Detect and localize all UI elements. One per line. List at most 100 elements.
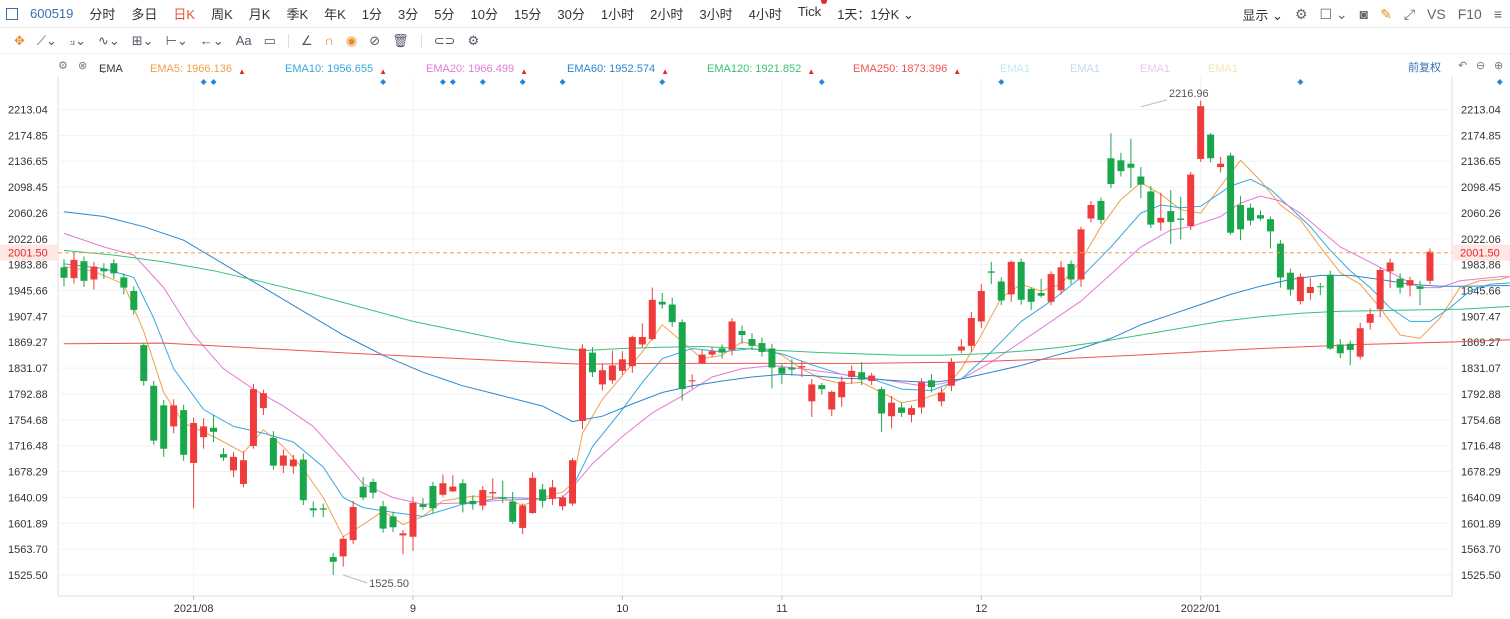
zoom-out-icon[interactable]: ⊖ xyxy=(1476,60,1486,72)
tab-16[interactable]: 4小时 xyxy=(748,7,782,22)
tab-10[interactable]: 10分 xyxy=(470,7,498,22)
candle-body xyxy=(838,381,846,398)
candle-body xyxy=(449,486,457,492)
f10-icon[interactable]: F10 xyxy=(1457,6,1482,22)
undo-icon[interactable]: ↶ xyxy=(1458,60,1468,72)
ema-legend-item[interactable]: EMA120: 1921.852 ▲ xyxy=(707,63,816,76)
magnet-icon[interactable]: ∩ xyxy=(324,33,334,48)
tab-15[interactable]: 3小时 xyxy=(699,7,733,22)
ema-ghost-item[interactable]: EMA1 xyxy=(1070,63,1100,75)
period-select[interactable]: 1天：1分K ⌄ xyxy=(837,7,914,22)
text-tool-icon[interactable]: Aa xyxy=(235,33,252,48)
square-icon[interactable]: ☐ ⌄ xyxy=(1319,5,1348,22)
candle-body xyxy=(977,290,985,322)
tab-4[interactable]: 月K xyxy=(248,7,271,22)
ema-ghost-item[interactable]: EMA1 xyxy=(1000,63,1030,75)
adjust-mode[interactable]: 前复权 xyxy=(1408,62,1441,74)
indicator-close-icon[interactable]: ⊗ xyxy=(78,60,88,72)
candle-body xyxy=(708,351,716,355)
candle xyxy=(1237,196,1245,241)
x-tick-label: 2021/08 xyxy=(174,603,214,615)
candle-body xyxy=(798,366,806,368)
link-icon[interactable]: ⊂⊃ xyxy=(433,32,456,48)
candle xyxy=(588,347,596,377)
tab-0[interactable]: 分时 xyxy=(89,7,116,22)
range-tool-icon[interactable]: ⊢⌄ xyxy=(165,32,188,48)
candle xyxy=(1157,192,1165,231)
line-tool-icon[interactable]: ⟋⌄ xyxy=(36,32,57,48)
tab-3[interactable]: 周K xyxy=(211,7,233,22)
ema-ghost-item[interactable]: EMA1 xyxy=(1208,63,1238,75)
hide-icon[interactable]: ⊘ xyxy=(369,32,381,48)
y-tick-label-left: 2098.45 xyxy=(8,182,48,194)
tab-5[interactable]: 季K xyxy=(286,7,309,22)
stock-code[interactable]: 600519 xyxy=(30,6,74,21)
candle-body xyxy=(1247,207,1255,221)
candle xyxy=(379,500,387,533)
fullscreen-icon[interactable]: ⤢ xyxy=(1403,5,1416,22)
candle xyxy=(898,402,906,417)
y-tick-label-left: 1792.88 xyxy=(8,389,48,401)
event-marker xyxy=(559,79,566,85)
ema-legend-item[interactable]: EMA60: 1952.574 ▲ xyxy=(567,63,669,76)
tab-13[interactable]: 1小时 xyxy=(600,7,635,22)
candle-body xyxy=(1047,274,1055,302)
eye-icon[interactable]: ◉ xyxy=(345,32,358,48)
event-marker xyxy=(479,79,486,85)
candle xyxy=(459,479,467,513)
toolbar-settings-icon[interactable]: ⚙ xyxy=(467,32,480,48)
crosshair-icon[interactable]: ✥ xyxy=(14,32,25,48)
ema-legend-item[interactable]: EMA10: 1956.655 ▲ xyxy=(285,63,387,76)
event-marker xyxy=(449,79,456,85)
y-tick-label-right: 2098.45 xyxy=(1461,182,1501,194)
tab-7[interactable]: 1分 xyxy=(361,7,383,22)
candle-body xyxy=(678,322,686,390)
candle-body xyxy=(90,266,98,280)
tab-14[interactable]: 2小时 xyxy=(650,7,684,22)
tab-11[interactable]: 15分 xyxy=(513,7,542,22)
layout-icon[interactable] xyxy=(6,7,18,20)
trash-icon[interactable]: 🗑 xyxy=(392,32,409,48)
ema-line-ema10 xyxy=(63,178,1510,517)
ema-legend-item[interactable]: EMA250: 1873.396 ▲ xyxy=(853,63,962,76)
polyline-tool-icon[interactable]: ⟓⌄ xyxy=(68,32,86,48)
tab-2[interactable]: 日K xyxy=(173,7,196,22)
tab-1[interactable]: 多日 xyxy=(131,7,158,22)
y-tick-label-right: 1831.07 xyxy=(1461,363,1501,375)
tab-6[interactable]: 年K xyxy=(324,7,346,22)
candle-body xyxy=(1137,176,1145,185)
tab-9[interactable]: 5分 xyxy=(434,7,455,22)
tab-17[interactable]: Tick xyxy=(790,0,829,23)
event-marker xyxy=(200,79,207,85)
y-tick-label-right: 2060.26 xyxy=(1461,208,1501,220)
pen-icon[interactable]: ✎ xyxy=(1380,5,1392,22)
candle-body xyxy=(1197,106,1205,159)
candle-body xyxy=(728,321,736,350)
comment-tool-icon[interactable]: ▭ xyxy=(263,32,276,48)
candle xyxy=(768,343,776,389)
camera-icon[interactable]: ◙ xyxy=(1359,6,1369,22)
tab-12[interactable]: 30分 xyxy=(557,7,585,22)
candle-body xyxy=(1037,293,1045,296)
ema-ghost-item[interactable]: EMA1 xyxy=(1140,63,1170,75)
menu-icon[interactable]: ≡ xyxy=(1493,6,1502,22)
ema-legend-item[interactable]: EMA5: 1966.136 ▲ xyxy=(150,63,246,76)
candle-body xyxy=(1187,174,1195,226)
candle xyxy=(399,529,407,555)
ema-legend-item[interactable]: EMA20: 1966.499 ▲ xyxy=(426,63,528,76)
vs-icon[interactable]: VS xyxy=(1427,6,1446,22)
settings-icon[interactable]: ⚙ xyxy=(1294,5,1308,22)
wave-tool-icon[interactable]: ∿⌄ xyxy=(97,32,120,48)
display-menu[interactable]: 显示 ⌄ xyxy=(1242,7,1283,23)
angle-tool-icon[interactable]: ∠ xyxy=(300,32,313,48)
indicator-settings-icon[interactable]: ⚙ xyxy=(58,60,68,72)
fib-tool-icon[interactable]: ⊞⌄ xyxy=(131,32,154,48)
tab-8[interactable]: 3分 xyxy=(398,7,419,22)
candle-body xyxy=(618,359,626,371)
candle-body xyxy=(289,459,297,467)
candle-body xyxy=(778,367,786,374)
arrow-tool-icon[interactable]: ←⌄ xyxy=(199,32,224,48)
zoom-in-icon[interactable]: ⊕ xyxy=(1494,60,1504,72)
y-tick-label-left: 1754.68 xyxy=(8,415,48,427)
